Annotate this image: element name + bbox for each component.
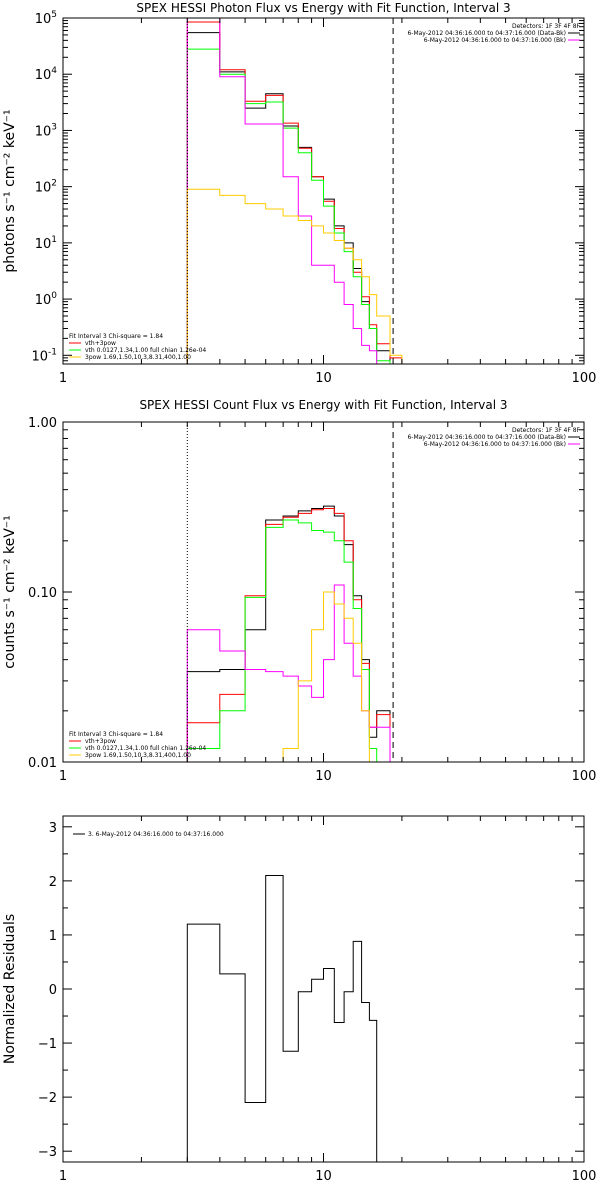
y-tick-label: 1.00 <box>28 416 57 431</box>
y-tick-label: 103 <box>35 122 57 139</box>
y-tick-label: 3 <box>49 821 57 836</box>
fit-legend-entry: vth 0.0127,1.34,1.00 full chian 1.26e-04 <box>85 745 206 752</box>
y-tick-label: 10-1 <box>31 347 57 364</box>
x-tick-label: 1 <box>59 371 67 386</box>
y-axis-label: counts s⁻¹ cm⁻² keV⁻¹ <box>2 515 18 669</box>
series-line-2 <box>186 21 403 364</box>
x-tick-label: 10 <box>315 769 332 784</box>
y-tick-label: 105 <box>35 10 57 27</box>
chart-title: SPEX HESSI Count Flux vs Energy with Fit… <box>139 398 507 412</box>
y-tick-label: 1 <box>49 929 57 944</box>
y-tick-label: 0 <box>49 983 57 998</box>
y-tick-label: 104 <box>35 66 58 83</box>
panel-2: SPEX HESSI Count Flux vs Energy with Fit… <box>2 398 596 784</box>
panel-3: Normalized Residuals 1 10 100 −3 −2 −1 0 1 2 3 3. 6… <box>2 815 597 1184</box>
y-tick-label: −3 <box>38 1145 57 1160</box>
y-tick-label: 101 <box>35 235 57 252</box>
y-tick-label: 0.10 <box>28 586 57 601</box>
time-legend-entry: 6-May-2012 04:36:16.000 to 04:37:16.000 … <box>407 434 566 441</box>
series-group <box>186 18 403 364</box>
x-tick-label: 100 <box>572 769 597 784</box>
series-line-4 <box>186 584 391 762</box>
panel-1: SPEX HESSI Photon Flux vs Energy with Fi… <box>2 1 596 386</box>
series-line-1 <box>186 875 390 1162</box>
fit-legend-title: Fit Interval 3 Chi-square = 1.84 <box>69 731 163 738</box>
time-legend-entry: 6-May-2012 04:36:16.000 to 04:37:16.000 … <box>424 37 566 44</box>
fit-legend-entry: vth 0.0127,1.34,1.00 full chian 1.26e-04 <box>85 347 206 354</box>
series-line-3 <box>186 519 390 762</box>
y-tick-label: −1 <box>38 1037 57 1052</box>
x-tick-label: 10 <box>315 371 332 386</box>
detectors-label: Detectors: 1F 3F 4F 8F <box>512 23 581 30</box>
series-group <box>186 505 391 762</box>
time-legend-entry: 6-May-2012 04:36:16.000 to 04:37:16.000 … <box>407 30 566 37</box>
x-tick-label: 1 <box>59 769 67 784</box>
series-line-3 <box>186 48 391 364</box>
time-legend-entry: 6-May-2012 04:36:16.000 to 04:37:16.000 … <box>424 441 566 448</box>
detectors-label: Detectors: 1F 3F 4F 8F <box>512 427 581 434</box>
chart-title: SPEX HESSI Photon Flux vs Energy with Fi… <box>136 1 510 15</box>
fit-legend-entry: vth+3pow <box>85 340 116 347</box>
y-tick-label: 102 <box>35 179 57 196</box>
fit-legend-title: Fit Interval 3 Chi-square = 1.84 <box>69 333 163 340</box>
y-tick-label: 100 <box>35 291 58 308</box>
residual-legend-entry: 3. 6-May-2012 04:36:16.000 to 04:37:16.0… <box>88 831 224 838</box>
fit-legend-entry: vth+3pow <box>85 738 116 745</box>
x-tick-label: 10 <box>315 1169 332 1184</box>
x-tick-label: 100 <box>572 1169 597 1184</box>
y-axis-label: photons s⁻¹ cm⁻² keV⁻¹ <box>2 109 18 272</box>
x-tick-label: 1 <box>59 1169 67 1184</box>
y-tick-label: 0.01 <box>28 756 57 771</box>
series-line-5 <box>265 591 377 762</box>
series-line-1 <box>186 32 391 364</box>
y-tick-label: 2 <box>49 875 57 890</box>
plot-frame <box>62 815 585 1163</box>
series-group <box>186 875 390 1162</box>
fit-legend-entry: 3pow 1.69,1.50,10.3,8.31,400,1.00 <box>85 354 191 361</box>
series-line-5 <box>186 188 403 364</box>
y-tick-label: −2 <box>38 1091 57 1106</box>
series-line-1 <box>186 505 391 762</box>
y-axis-label: Normalized Residuals <box>2 914 18 1064</box>
series-line-4 <box>186 18 378 364</box>
series-line-2 <box>186 508 391 762</box>
x-tick-label: 100 <box>572 371 597 386</box>
fit-legend-entry: 3pow 1.69,1.50,10.3,8.31,400,1.00 <box>85 752 191 759</box>
